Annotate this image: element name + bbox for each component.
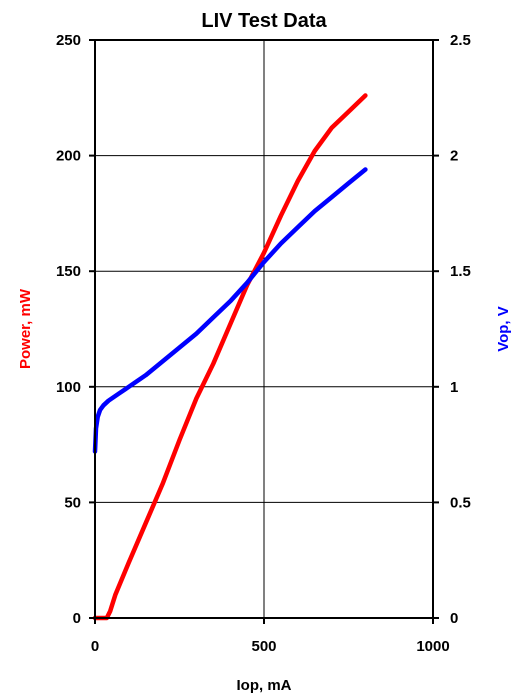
y-right-tick-label: 0 — [450, 610, 458, 627]
series-layer — [92, 93, 368, 621]
y-right-axis-label: Vop, V — [495, 306, 512, 352]
x-tick-label: 1000 — [416, 638, 449, 655]
x-tick-label: 0 — [91, 638, 99, 655]
y-left-tick-label: 100 — [56, 379, 81, 396]
y-right-tick-label: 2 — [450, 148, 458, 165]
y-left-tick-label: 50 — [64, 494, 81, 511]
y-left-axis-label: Power, mW — [17, 288, 34, 369]
y-left-tick-label: 200 — [56, 148, 81, 165]
y-left-tick-label: 150 — [56, 263, 81, 280]
y-left-tick-label: 250 — [56, 32, 81, 49]
y-right-tick-label: 1.5 — [450, 263, 471, 280]
x-axis-label: Iop, mA — [237, 677, 292, 694]
voltage-series-line — [92, 167, 368, 454]
y-right-tick-label: 1 — [450, 379, 458, 396]
y-right-tick-label: 2.5 — [450, 32, 471, 49]
gridlines — [95, 40, 433, 618]
y-left-tick-label: 0 — [73, 610, 81, 627]
chart-title: LIV Test Data — [201, 10, 327, 32]
y-right-tick-label: 0.5 — [450, 494, 471, 511]
x-tick-label: 500 — [251, 638, 276, 655]
power-series-line — [92, 93, 368, 621]
